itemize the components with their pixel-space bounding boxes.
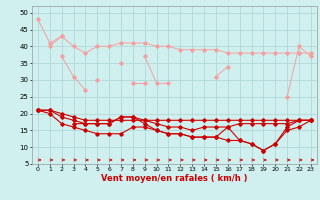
X-axis label: Vent moyen/en rafales ( km/h ): Vent moyen/en rafales ( km/h )	[101, 174, 248, 183]
